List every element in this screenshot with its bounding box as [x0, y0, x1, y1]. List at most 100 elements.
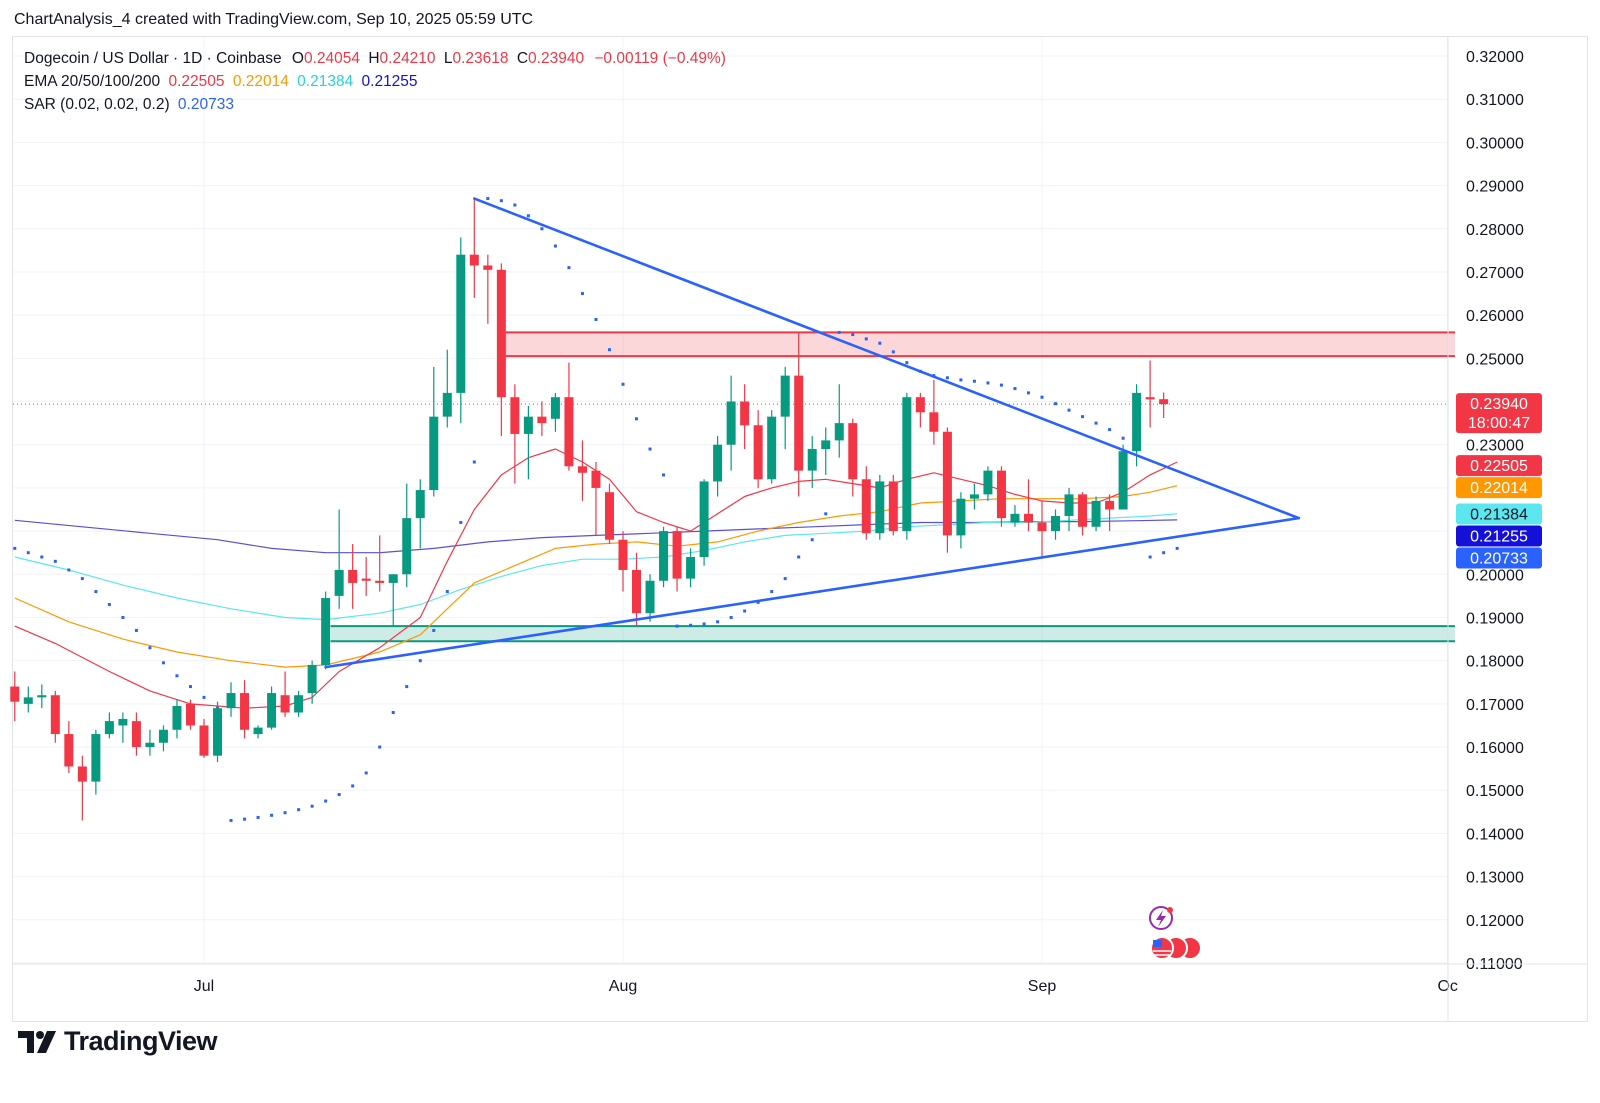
ema20-line	[14, 448, 1178, 709]
candle-body	[915, 397, 925, 413]
sar-dot	[1094, 421, 1098, 425]
price-label-bg	[1456, 503, 1542, 525]
candle-body	[902, 397, 912, 532]
ema50-value: 0.22014	[232, 73, 289, 90]
sar-dot	[107, 603, 111, 607]
candle	[1118, 444, 1128, 510]
candle-body	[10, 686, 20, 702]
candle-body	[199, 725, 209, 756]
candle	[632, 552, 642, 627]
candle-body	[64, 734, 74, 767]
candle	[1132, 384, 1142, 467]
candle-body	[402, 518, 412, 575]
candle-body	[848, 423, 858, 480]
x-tick-label: Sep	[1028, 978, 1057, 995]
candle-body	[1078, 494, 1088, 527]
candle-body	[1118, 451, 1128, 510]
candle	[50, 690, 60, 743]
candle	[145, 729, 155, 756]
sar-dot	[837, 330, 841, 334]
ema50-line	[14, 485, 1178, 668]
candle	[158, 725, 168, 752]
candle-body	[267, 693, 277, 728]
sar-dot	[418, 659, 422, 663]
sar-dot	[1013, 387, 1017, 391]
sar-label[interactable]: SAR (0.02, 0.02, 0.2)	[24, 96, 170, 113]
candle-body	[929, 412, 939, 432]
candle-body	[983, 470, 993, 495]
open-value: 0.24054	[303, 50, 360, 67]
sar-value: 0.20733	[177, 96, 234, 113]
candle	[861, 466, 871, 540]
ema-layer	[13, 403, 1447, 709]
y-tick-label: 0.32000	[1466, 49, 1524, 66]
y-tick-label: 0.17000	[1466, 697, 1524, 714]
sar-dot	[797, 555, 801, 559]
sar-dot	[94, 590, 98, 594]
sar-dot	[864, 337, 868, 341]
ema-label[interactable]: EMA 20/50/100/200	[24, 73, 161, 90]
candle	[375, 535, 385, 592]
candle	[942, 427, 952, 553]
candle-body	[577, 466, 587, 473]
candle	[753, 410, 763, 488]
candle	[915, 392, 925, 428]
sar-dot	[445, 590, 449, 594]
candle-body	[537, 416, 547, 424]
candle-body	[1010, 513, 1020, 523]
sar-dot	[121, 615, 125, 619]
sar-dot	[689, 623, 693, 627]
candle-body	[969, 494, 979, 499]
tradingview-logo[interactable]: TradingView	[16, 1026, 218, 1057]
candle-body	[726, 401, 736, 445]
candle	[672, 526, 682, 592]
legend-ema-line: EMA 20/50/100/200 0.22505 0.22014 0.2138…	[24, 70, 726, 93]
candle	[740, 384, 750, 450]
ema20-value: 0.22505	[168, 73, 225, 90]
candle	[767, 410, 777, 484]
sar-dot	[391, 710, 395, 714]
sar-dot	[337, 793, 341, 797]
y-tick-label: 0.13000	[1466, 870, 1524, 887]
candle	[37, 684, 47, 709]
label-layer: 0.23940 18:00:47 0.22505 0.22014 0.21384 0.21…	[1456, 393, 1542, 569]
us-economic-event-icon[interactable]	[1150, 936, 1202, 960]
candle-body	[158, 729, 168, 743]
candle	[23, 686, 33, 713]
candle-body	[510, 397, 520, 434]
candle-body	[1091, 500, 1101, 527]
y-tick-label: 0.29000	[1466, 179, 1524, 196]
price-label-text: 0.23940	[1470, 396, 1528, 413]
chart-legend: Dogecoin / US Dollar · 1D · Coinbase O0.…	[24, 47, 726, 116]
sar-dot	[26, 551, 30, 555]
candle	[442, 349, 452, 428]
candle-body	[672, 531, 682, 579]
sar-dot	[594, 317, 598, 321]
sar-dot	[986, 381, 990, 385]
candle	[469, 198, 479, 298]
sar-dot	[188, 685, 192, 689]
candle-body	[50, 695, 60, 735]
symbol-name[interactable]: Dogecoin / US Dollar · 1D · Coinbase	[24, 50, 282, 67]
sar-dot	[716, 620, 720, 624]
candle-body	[104, 721, 114, 735]
candle	[118, 712, 128, 743]
sar-dot	[80, 577, 84, 581]
candle-body	[483, 265, 493, 270]
candle	[415, 479, 425, 549]
price-label: 0.22014	[1456, 477, 1542, 499]
sar-dot	[526, 214, 530, 218]
candle-body	[523, 416, 533, 434]
candle	[1105, 494, 1115, 532]
y-tick-label: 0.19000	[1466, 610, 1524, 627]
candle	[91, 729, 101, 795]
candle-body	[415, 490, 425, 519]
sar-dot	[1148, 555, 1152, 559]
sar-dot	[459, 520, 463, 524]
sar-dot	[243, 817, 247, 821]
candle	[294, 690, 304, 717]
lightning-event-icon[interactable]	[1149, 906, 1173, 930]
sar-dot	[635, 417, 639, 421]
candle-body	[361, 578, 371, 581]
